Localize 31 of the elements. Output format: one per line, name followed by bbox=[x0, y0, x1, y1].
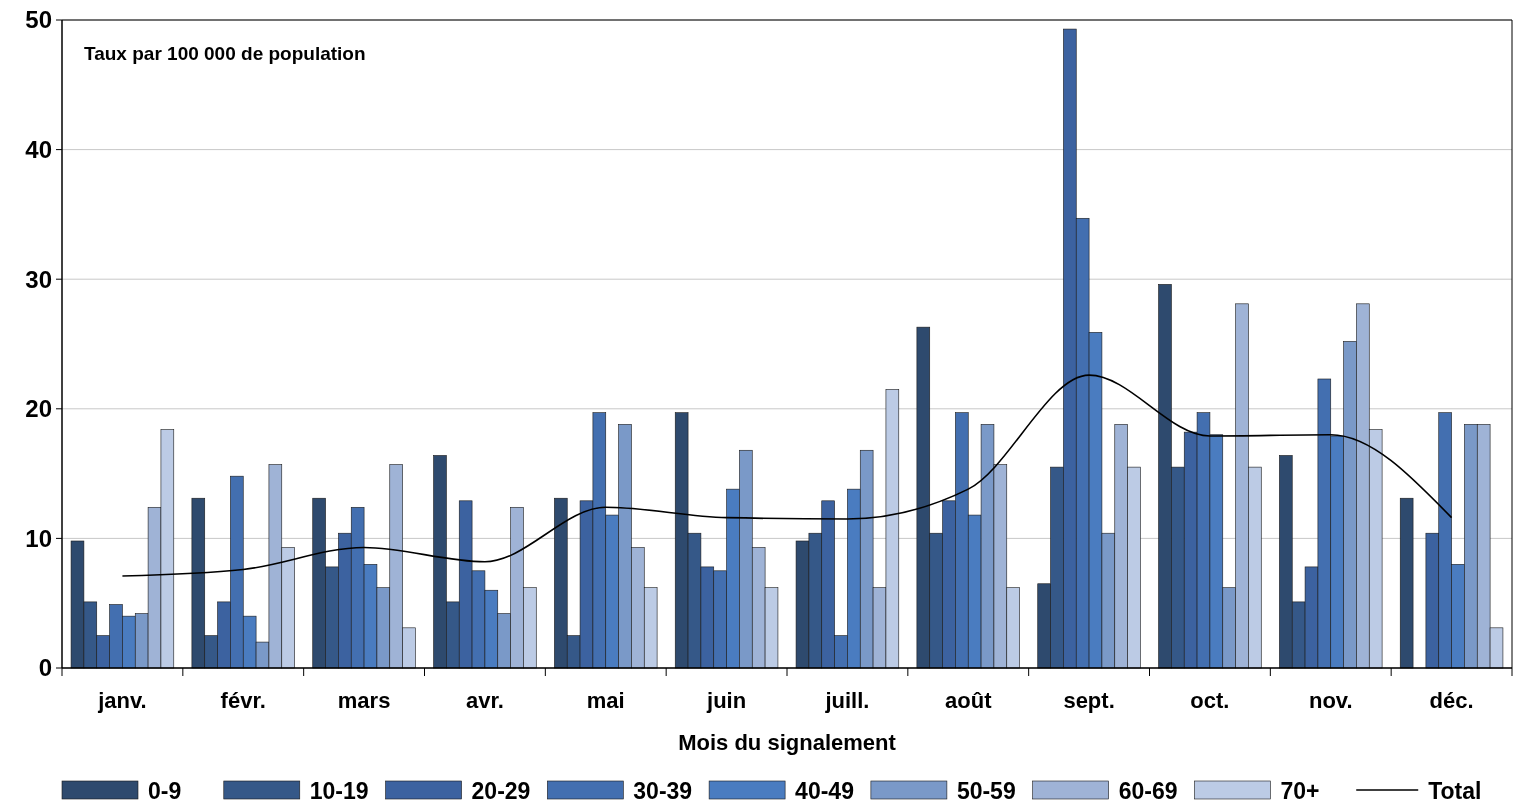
legend-label: 30-39 bbox=[633, 777, 693, 804]
y-tick-label: 30 bbox=[25, 265, 52, 293]
x-tick-label: juin bbox=[706, 688, 747, 713]
x-tick-label: août bbox=[945, 688, 993, 713]
legend-label: 40-49 bbox=[795, 777, 854, 804]
legend-label: 10-19 bbox=[309, 777, 369, 804]
x-tick-label: févr. bbox=[220, 688, 266, 713]
y-tick-label: 20 bbox=[25, 395, 52, 423]
bar bbox=[1399, 497, 1414, 669]
x-axis-title: Mois du signalement bbox=[678, 730, 897, 755]
legend-label: 0-9 bbox=[148, 777, 182, 804]
x-tick-label: avr. bbox=[465, 688, 504, 713]
legend-label: 20-29 bbox=[471, 777, 531, 804]
x-tick-label: déc. bbox=[1429, 688, 1474, 713]
x-tick-label: sept. bbox=[1063, 688, 1115, 713]
legend-label: 60-69 bbox=[1118, 777, 1178, 804]
x-tick-label: mai bbox=[586, 688, 625, 713]
y-tick-label: 10 bbox=[25, 524, 52, 552]
x-tick-label: oct. bbox=[1190, 688, 1230, 713]
y-tick-label: 40 bbox=[25, 136, 52, 163]
annotation: Taux par 100 000 de population bbox=[84, 43, 366, 64]
x-tick-label: juill. bbox=[824, 688, 870, 713]
x-tick-label: janv. bbox=[97, 688, 147, 713]
legend-label: 70+ bbox=[1280, 777, 1320, 804]
y-tick-label: 50 bbox=[25, 6, 52, 34]
x-tick-label: nov. bbox=[1308, 688, 1353, 713]
legend-label: Total bbox=[1428, 777, 1482, 804]
legend-label: 50-59 bbox=[956, 777, 1016, 804]
line-series bbox=[121, 374, 1453, 577]
x-tick-label: mars bbox=[337, 688, 391, 713]
y-tick-label: 0 bbox=[38, 654, 52, 682]
